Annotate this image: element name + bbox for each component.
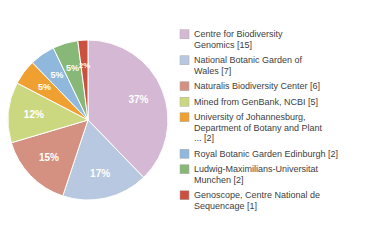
- data-label: 2%: [79, 61, 91, 70]
- legend-label-line: Royal Botanic Garden Edinburgh [2]: [194, 149, 338, 159]
- legend-swatch: [180, 82, 189, 91]
- legend: Centre for BiodiversityGenomics [15] Nati…: [180, 29, 338, 211]
- legend-label-line: Mined from GenBank, NCBI [5]: [194, 97, 318, 107]
- legend-label-line: Genoscope, Centre National de: [194, 190, 320, 200]
- legend-label: Royal Botanic Garden Edinburgh [2]: [194, 149, 338, 159]
- legend-label-line: Wales [7]: [194, 66, 231, 76]
- legend-label-line: ... [2]: [194, 133, 214, 143]
- legend-label-line: National Botanic Garden of: [194, 55, 303, 65]
- pie-slice: [78, 40, 88, 120]
- legend-label-line: Ludwig-Maximilians-Universitat: [194, 164, 319, 174]
- legend-label-line: Genomics [15]: [194, 40, 252, 50]
- pie: [8, 40, 168, 200]
- legend-item: Royal Botanic Garden Edinburgh [2]: [180, 149, 338, 159]
- data-label: 5%: [38, 82, 51, 92]
- legend-item: National Botanic Garden ofWales [7]: [180, 55, 303, 76]
- data-label: 5%: [66, 63, 79, 73]
- data-label: 17%: [90, 168, 110, 179]
- legend-label: Naturalis Biodiversity Center [6]: [194, 81, 320, 91]
- legend-label: University of Johannesburg,Department of…: [194, 112, 323, 143]
- legend-item: University of Johannesburg,Department of…: [180, 112, 323, 143]
- legend-label-line: Department of Botany and Plant: [194, 123, 323, 133]
- legend-label-line: University of Johannesburg,: [194, 112, 306, 122]
- data-labels: 37%17%15%12%5%5%5%2%: [24, 61, 149, 178]
- legend-label-line: Munchen [2]: [194, 175, 244, 185]
- legend-label: National Botanic Garden ofWales [7]: [194, 55, 303, 76]
- legend-swatch: [180, 113, 189, 122]
- legend-swatch: [180, 165, 189, 174]
- legend-swatch: [180, 97, 189, 106]
- legend-item: Mined from GenBank, NCBI [5]: [180, 97, 318, 107]
- data-label: 5%: [50, 70, 63, 80]
- legend-item: Genoscope, Centre National deSequencage …: [180, 190, 320, 211]
- legend-label: Ludwig-Maximilians-UniversitatMunchen [2…: [194, 164, 319, 185]
- legend-swatch: [180, 191, 189, 200]
- data-label: 37%: [128, 94, 148, 105]
- legend-label: Mined from GenBank, NCBI [5]: [194, 97, 318, 107]
- legend-label-line: Naturalis Biodiversity Center [6]: [194, 81, 320, 91]
- legend-label: Genoscope, Centre National deSequencage …: [194, 190, 320, 211]
- legend-item: Naturalis Biodiversity Center [6]: [180, 81, 320, 91]
- legend-item: Centre for BiodiversityGenomics [15]: [180, 29, 283, 50]
- legend-label-line: Centre for Biodiversity: [194, 29, 283, 39]
- legend-swatch: [180, 149, 189, 158]
- legend-swatch: [180, 30, 189, 39]
- legend-swatch: [180, 56, 189, 65]
- legend-label: Centre for BiodiversityGenomics [15]: [194, 29, 283, 50]
- chart: 37%17%15%12%5%5%5%2%Centre for Biodivers…: [0, 0, 380, 240]
- data-label: 15%: [39, 152, 59, 163]
- data-label: 12%: [24, 109, 44, 120]
- legend-label-line: Sequencage [1]: [194, 201, 257, 211]
- legend-item: Ludwig-Maximilians-UniversitatMunchen [2…: [180, 164, 319, 185]
